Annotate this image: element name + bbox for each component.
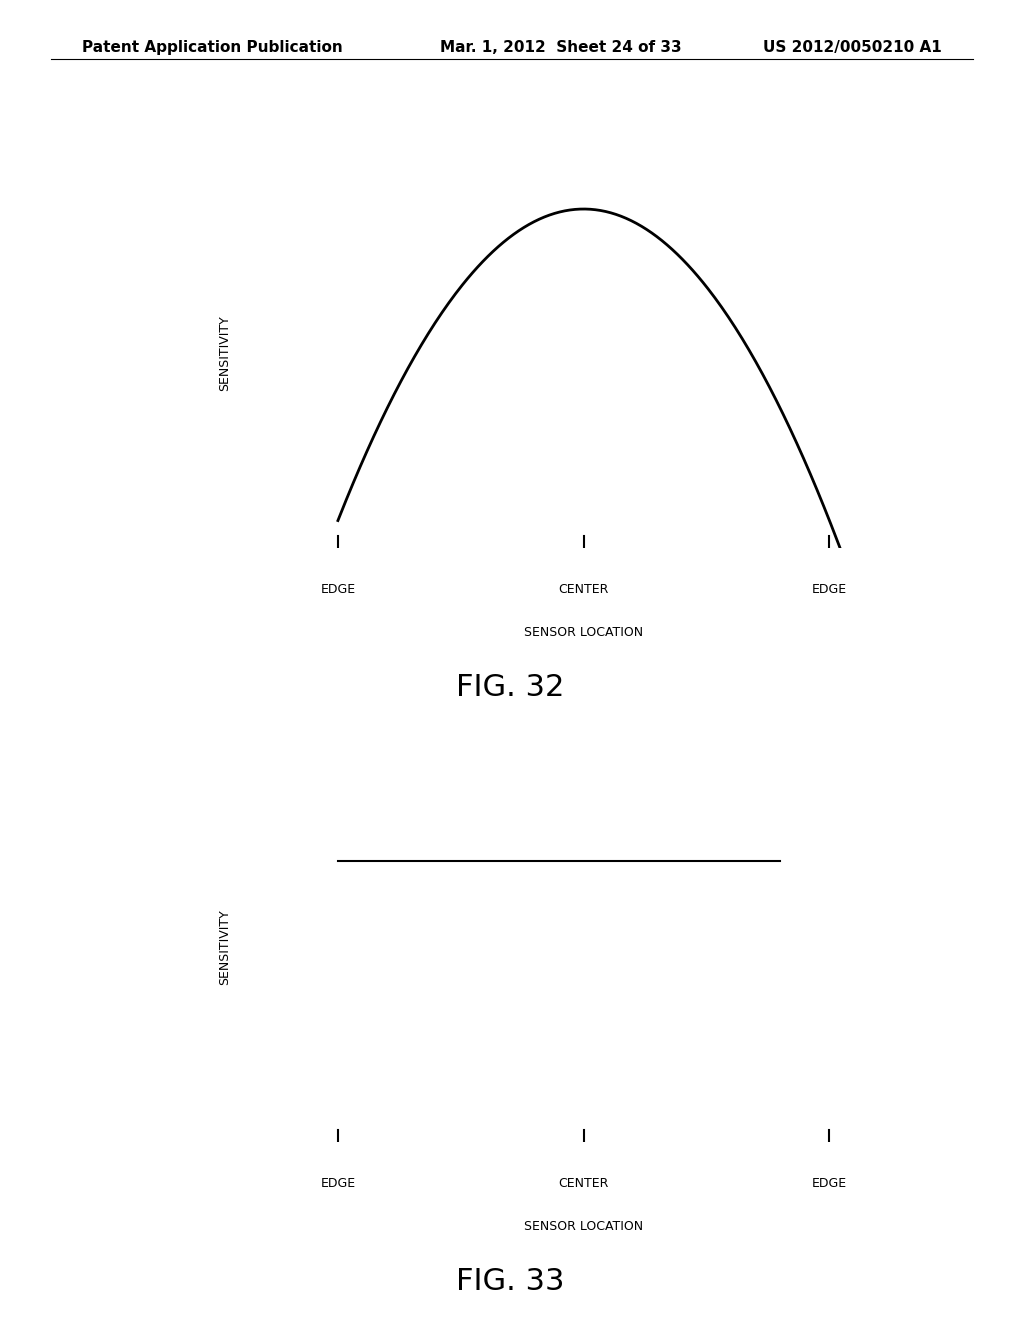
Text: SENSOR LOCATION: SENSOR LOCATION [524,626,643,639]
Text: EDGE: EDGE [321,583,355,595]
Text: CENTER: CENTER [558,583,609,595]
Text: SENSITIVITY: SENSITIVITY [218,315,230,391]
Text: SENSITIVITY: SENSITIVITY [218,909,230,985]
Text: CENTER: CENTER [558,1177,609,1189]
Text: EDGE: EDGE [812,1177,847,1189]
Text: EDGE: EDGE [812,583,847,595]
Text: SENSOR LOCATION: SENSOR LOCATION [524,1220,643,1233]
Text: Mar. 1, 2012  Sheet 24 of 33: Mar. 1, 2012 Sheet 24 of 33 [440,40,682,55]
Text: FIG. 33: FIG. 33 [456,1267,564,1296]
Text: Patent Application Publication: Patent Application Publication [82,40,343,55]
Text: US 2012/0050210 A1: US 2012/0050210 A1 [763,40,942,55]
Text: FIG. 32: FIG. 32 [456,673,564,702]
Text: EDGE: EDGE [321,1177,355,1189]
